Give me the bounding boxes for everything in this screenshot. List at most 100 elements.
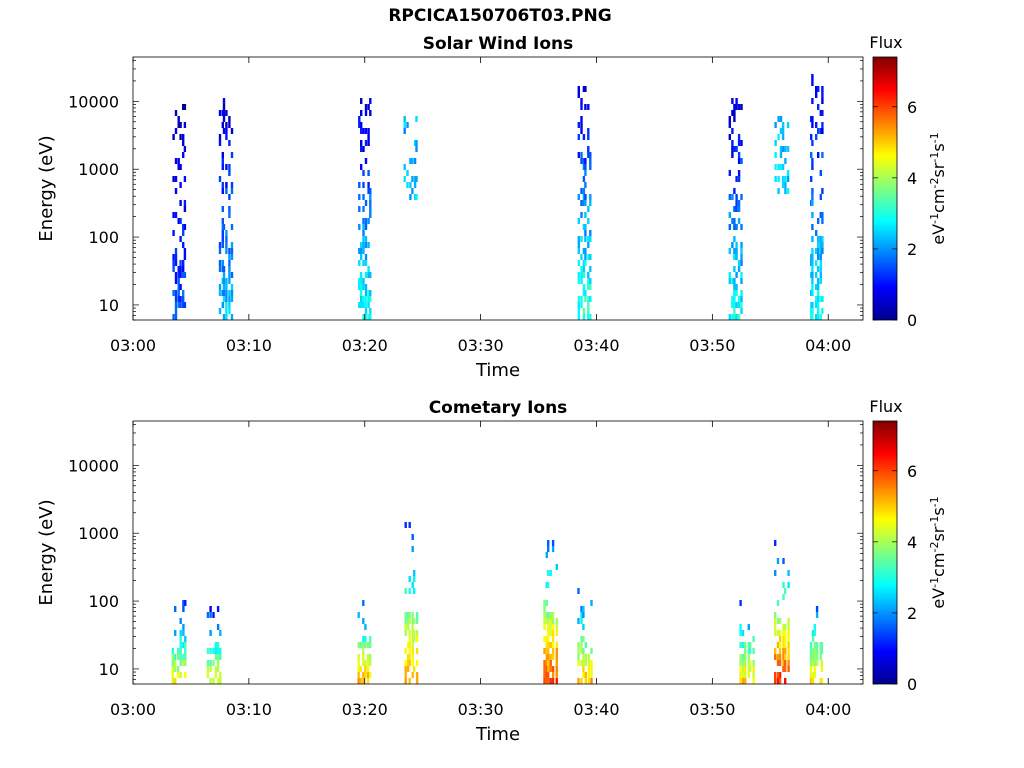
colorbar-tick-label: 4 <box>907 169 917 188</box>
flux-cell <box>408 618 411 624</box>
flux-cell <box>786 170 790 176</box>
flux-cell <box>582 272 586 278</box>
colorbar-1 <box>872 56 898 321</box>
flux-cell <box>809 660 813 666</box>
panel-title-2: Cometary Ions <box>429 398 568 418</box>
x-tick-label: 03:10 <box>226 336 272 355</box>
flux-cell <box>582 134 586 140</box>
flux-cell <box>177 666 180 672</box>
flux-cell <box>177 116 180 122</box>
flux-cell <box>811 122 814 128</box>
flux-cell <box>357 666 360 672</box>
flux-cell <box>587 236 590 242</box>
flux-cell <box>584 672 587 678</box>
flux-cell <box>739 642 742 648</box>
flux-cell <box>587 242 590 248</box>
flux-cell <box>735 248 738 254</box>
flux-cell <box>587 660 591 666</box>
flux-cell <box>218 260 222 266</box>
flux-cell <box>362 314 365 320</box>
flux-cell <box>810 134 813 140</box>
flux-cell <box>587 146 590 152</box>
flux-cell <box>587 302 590 308</box>
flux-cell <box>411 546 414 552</box>
flux-cell <box>221 242 224 248</box>
flux-cell <box>815 648 819 654</box>
flux-cell <box>360 254 363 260</box>
flux-cell <box>183 248 187 254</box>
flux-cell <box>821 122 824 128</box>
flux-cell <box>820 678 824 684</box>
flux-cell <box>821 308 824 314</box>
flux-cell <box>589 152 592 158</box>
flux-cell <box>177 302 180 308</box>
flux-cell <box>737 206 741 212</box>
flux-cell <box>358 260 361 266</box>
flux-cell <box>358 122 361 128</box>
flux-cell <box>587 128 590 134</box>
flux-cell <box>407 654 410 660</box>
flux-cell <box>774 648 777 654</box>
flux-cell <box>589 296 592 302</box>
flux-cell <box>177 164 180 170</box>
flux-cell <box>214 666 218 672</box>
flux-cell <box>781 128 785 134</box>
flux-cell <box>174 654 177 660</box>
flux-cell <box>815 134 818 140</box>
flux-cell <box>228 116 231 122</box>
flux-cell <box>359 666 362 672</box>
flux-cell <box>182 272 185 278</box>
flux-cell <box>209 612 212 618</box>
flux-cell <box>587 284 590 290</box>
flux-cell <box>779 128 783 134</box>
flux-cell <box>409 194 412 200</box>
flux-cell <box>362 636 365 642</box>
flux-cell <box>782 654 785 660</box>
flux-cell <box>821 110 824 116</box>
flux-cell <box>364 272 368 278</box>
flux-cell <box>817 236 820 242</box>
flux-cell <box>358 116 361 122</box>
flux-cell <box>358 284 361 290</box>
flux-cell <box>545 654 548 660</box>
flux-cell <box>580 612 583 618</box>
flux-cell <box>228 290 231 296</box>
flux-cell <box>580 296 583 302</box>
flux-cell <box>781 146 785 152</box>
flux-cell <box>221 230 224 236</box>
flux-cell <box>209 678 212 684</box>
flux-cell <box>403 176 406 182</box>
flux-cell <box>811 74 814 80</box>
flux-cell <box>362 284 365 290</box>
flux-cell <box>183 176 187 182</box>
flux-cell <box>230 128 234 134</box>
flux-cell <box>580 152 583 158</box>
flux-cell <box>209 630 212 636</box>
flux-cell <box>582 290 586 296</box>
flux-cell <box>582 194 586 200</box>
flux-cell <box>820 642 824 648</box>
flux-cell <box>752 660 755 666</box>
flux-cell <box>360 284 363 290</box>
flux-cell <box>584 254 587 260</box>
flux-cell <box>218 290 222 296</box>
y-tick-label: 100 <box>88 592 119 611</box>
flux-cell <box>774 654 777 660</box>
flux-cell <box>216 642 220 648</box>
flux-cell <box>228 278 231 284</box>
flux-cell <box>358 278 361 284</box>
y-tick-label: 1000 <box>78 524 119 543</box>
flux-cell <box>364 284 368 290</box>
flux-cell <box>214 642 218 648</box>
flux-cell <box>172 230 175 236</box>
flux-cell <box>737 158 741 164</box>
flux-cell <box>584 86 587 92</box>
flux-cell <box>218 110 222 116</box>
flux-cell <box>218 308 222 314</box>
flux-cell <box>415 618 419 624</box>
flux-cell <box>216 648 220 654</box>
flux-cell <box>731 128 734 134</box>
flux-cell <box>177 284 180 290</box>
flux-cell <box>821 188 824 194</box>
flux-cell <box>177 218 180 224</box>
